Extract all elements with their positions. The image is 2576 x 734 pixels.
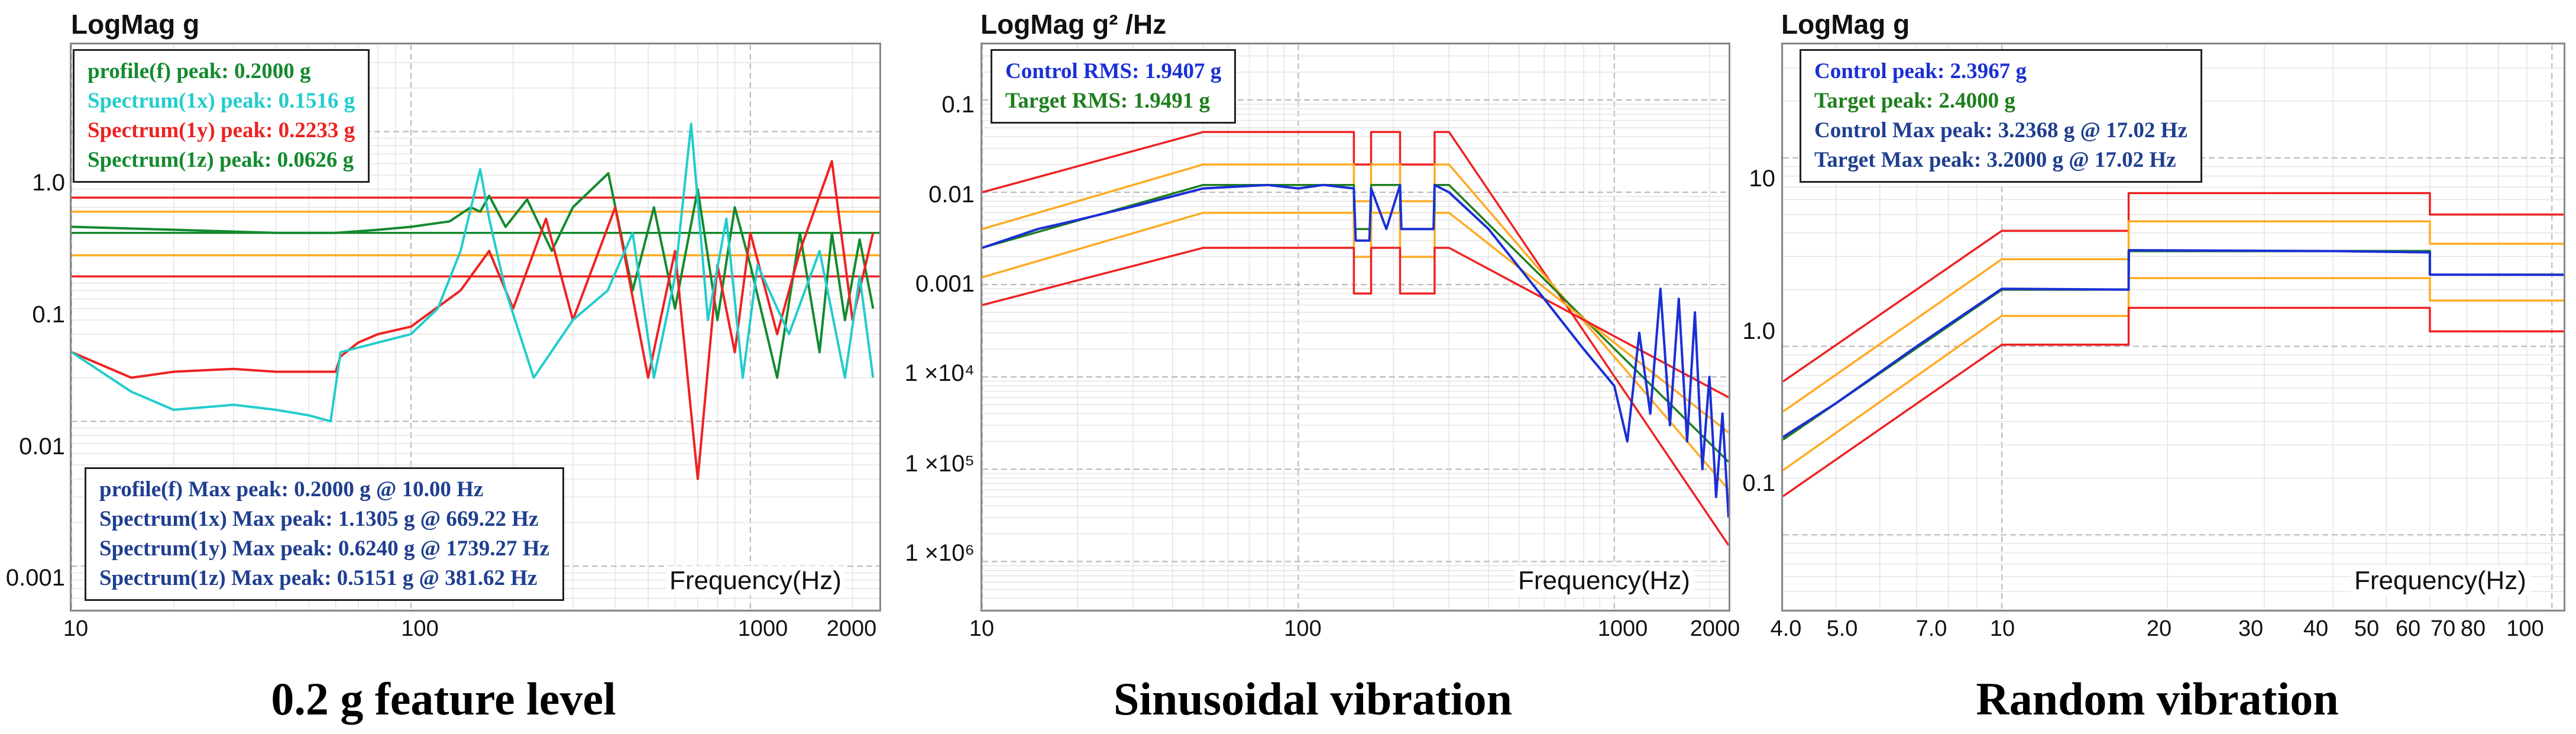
y-tick-label: 0.001: [5, 565, 65, 591]
y-tick-label: 10: [1749, 166, 1776, 192]
grid: [1783, 44, 2564, 610]
legend-entry: Spectrum(1x) peak: 0.1516 g: [88, 89, 355, 113]
limit-line-4: [982, 247, 1729, 399]
x-axis-label: Frequency(Hz): [666, 566, 845, 596]
limit-line-0: [1783, 192, 2564, 383]
annotation-line: profile(f) Max peak: 0.2000 g @ 10.00 Hz: [99, 477, 484, 502]
chart-panel-3: LogMag g Control peak: 2.3967 g Target p…: [1739, 0, 2576, 734]
limit-line-1: [1783, 220, 2564, 413]
annotation-line: Spectrum(1z) Max peak: 0.5151 g @ 381.62…: [99, 566, 538, 590]
x-tick-label: 20: [2146, 616, 2172, 641]
plot-area: profile(f) peak: 0.2000 g Spectrum(1x) p…: [70, 43, 881, 612]
x-tick-label: 70: [2430, 616, 2456, 641]
x-tick-label: 7.0: [1915, 616, 1947, 641]
legend-entry: Target RMS: 1.9491 g: [1005, 89, 1210, 113]
x-tick-label: 100: [2506, 616, 2544, 641]
legend-entry: Target peak: 2.4000 g: [1814, 89, 2015, 113]
legend-entry: Control RMS: 1.9407 g: [1005, 59, 1222, 83]
peak-annotation-box: profile(f) Max peak: 0.2000 g @ 10.00 Hz…: [85, 467, 564, 601]
y-tick-label: 1 ×10⁴: [904, 360, 975, 386]
legend: Control RMS: 1.9407 g Target RMS: 1.9491…: [991, 49, 1237, 124]
legend-entry: Spectrum(1y) peak: 0.2233 g: [88, 118, 355, 143]
x-tick-label: 10: [63, 616, 89, 641]
x-tick-label: 2000: [1690, 616, 1740, 641]
x-axis-label: Frequency(Hz): [2351, 566, 2530, 596]
chart-panel-2: LogMag g² /Hz Control RMS: 1.9407 g Targ…: [887, 0, 1740, 734]
y-axis-label: LogMag g: [71, 9, 200, 40]
series-spectrum-1x--line: [72, 122, 875, 423]
chart-svg: [982, 44, 1729, 610]
y-tick-label: 0.01: [928, 182, 975, 208]
legend: Control peak: 2.3967 g Target peak: 2.40…: [1800, 49, 2202, 183]
series-control-line: [982, 183, 1729, 518]
plot-area: Control RMS: 1.9407 g Target RMS: 1.9491…: [980, 43, 1730, 612]
chart-caption: Sinusoidal vibration: [1113, 673, 1513, 725]
x-tick-label: 100: [401, 616, 439, 641]
y-tick-label: 0.1: [1742, 470, 1775, 496]
legend-entry: Control peak: 2.3967 g: [1814, 59, 2027, 83]
y-tick-label: 0.01: [19, 434, 65, 460]
y-axis-label: LogMag g² /Hz: [980, 9, 1167, 40]
legend-entry: Spectrum(1z) peak: 0.0626 g: [88, 148, 354, 172]
x-tick-label: 5.0: [1826, 616, 1858, 641]
limit-line-1: [982, 163, 1729, 491]
annotation-line: Spectrum(1y) Max peak: 0.6240 g @ 1739.2…: [99, 536, 549, 561]
x-tick-label: 1000: [737, 616, 788, 641]
x-tick-label: 80: [2460, 616, 2486, 641]
x-tick-label: 50: [2354, 616, 2380, 641]
chart-panel-1: LogMag g profile(f) peak: 0.2000 g Spect…: [0, 0, 887, 734]
x-tick-label: 1000: [1597, 616, 1648, 641]
legend-entry: Control Max peak: 3.2368 g @ 17.02 Hz: [1814, 118, 2187, 143]
chart-svg: [1783, 44, 2564, 610]
x-tick-label: 10: [969, 616, 995, 641]
y-tick-label: 0.001: [915, 271, 975, 297]
limit-line-3: [982, 211, 1729, 434]
legend-entry: Target Max peak: 3.2000 g @ 17.02 Hz: [1814, 148, 2176, 172]
x-tick-label: 30: [2238, 616, 2264, 641]
x-axis-label: Frequency(Hz): [1514, 566, 1694, 596]
y-tick-label: 1 ×10⁵: [905, 451, 975, 477]
legend: profile(f) peak: 0.2000 g Spectrum(1x) p…: [73, 49, 370, 183]
limit-line-0: [982, 131, 1729, 546]
x-tick-label: 4.0: [1770, 616, 1802, 641]
x-tick-label: 2000: [826, 616, 877, 641]
series-control-line: [1783, 249, 2564, 438]
chart-caption: 0.2 g feature level: [271, 673, 616, 725]
x-tick-label: 60: [2395, 616, 2421, 641]
limit-line-3: [1783, 306, 2564, 497]
series-spectrum-1y--line: [72, 160, 875, 480]
chart-caption: Random vibration: [1976, 673, 2339, 725]
series-spectrum-1z--line: [72, 172, 875, 379]
legend-entry: profile(f) peak: 0.2000 g: [88, 59, 311, 83]
x-tick-label: 100: [1284, 616, 1322, 641]
annotation-line: Spectrum(1x) Max peak: 1.1305 g @ 669.22…: [99, 507, 539, 531]
y-tick-label: 0.1: [32, 302, 65, 328]
y-tick-label: 1.0: [1742, 318, 1775, 344]
y-tick-label: 0.1: [941, 92, 975, 118]
y-tick-label: 1 ×10⁶: [905, 540, 975, 566]
grid: [982, 44, 1729, 610]
y-tick-label: 1.0: [32, 170, 65, 196]
x-tick-label: 10: [1989, 616, 2015, 641]
x-tick-label: 40: [2303, 616, 2329, 641]
plot-area: Control peak: 2.3967 g Target peak: 2.40…: [1781, 43, 2565, 612]
y-axis-label: LogMag g: [1781, 9, 1910, 40]
series-target-line: [1783, 250, 2564, 441]
